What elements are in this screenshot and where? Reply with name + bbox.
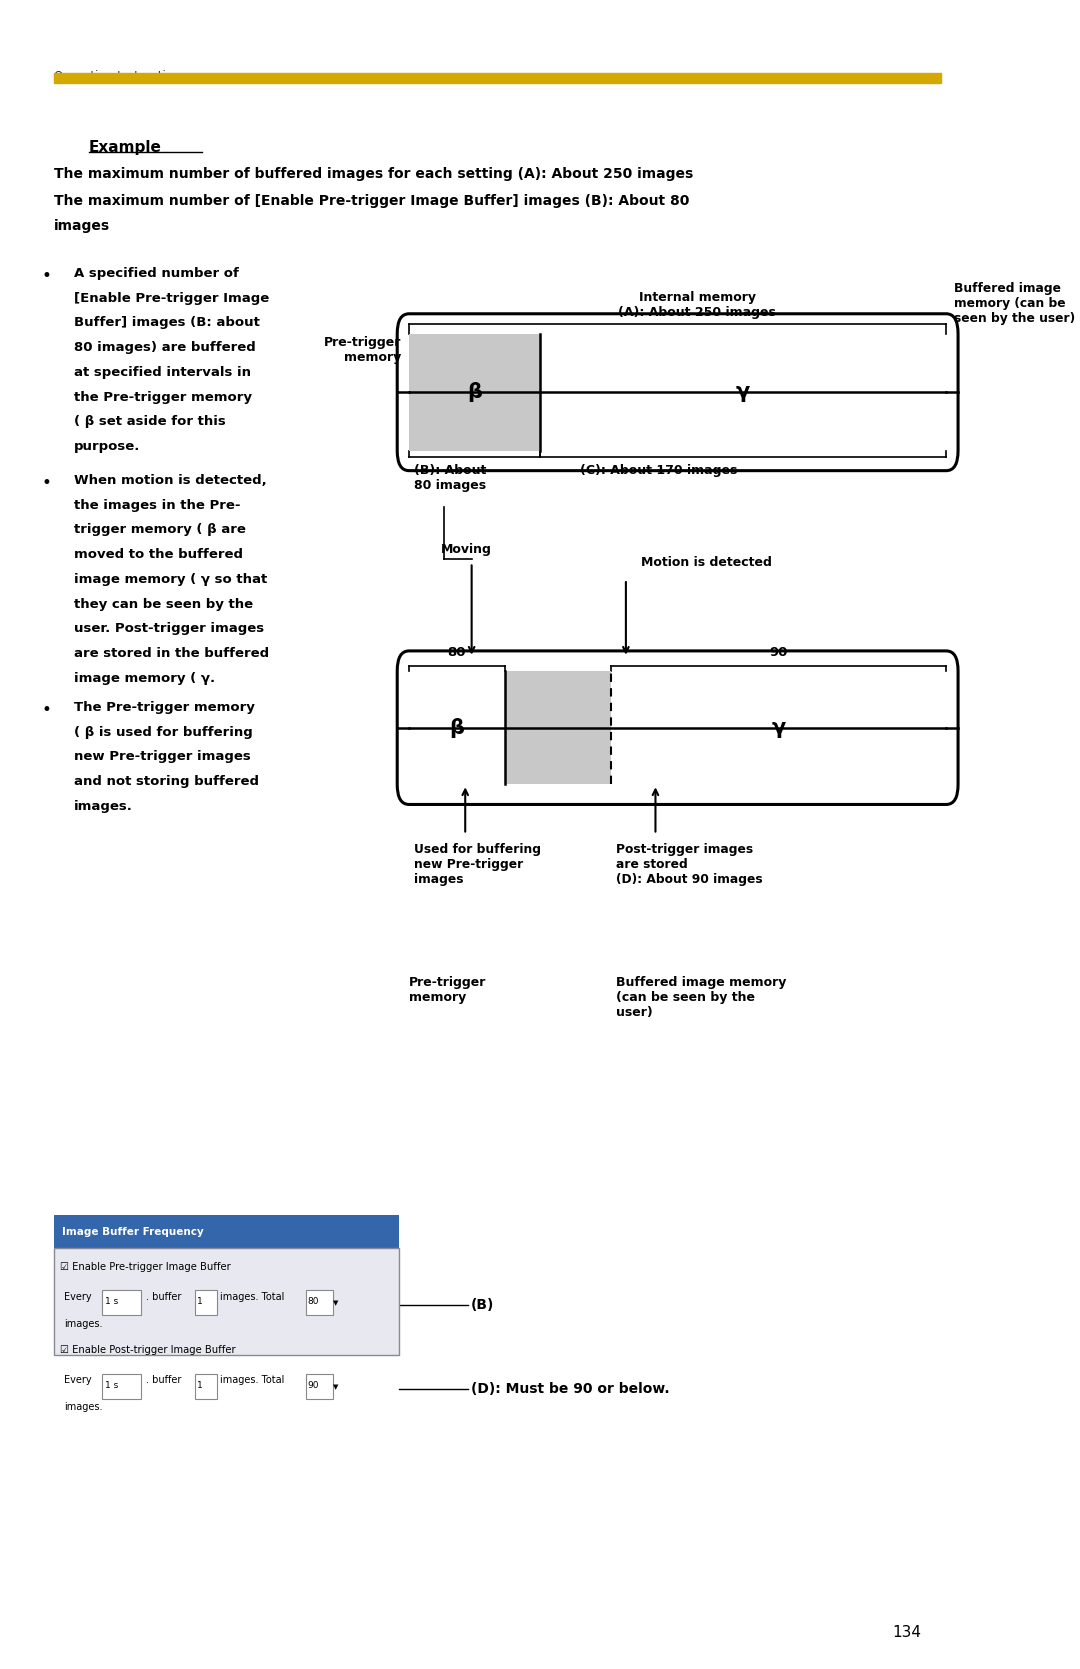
Text: γ: γ [737,382,751,402]
Bar [54,1215,400,1248]
Text: purpose.: purpose. [73,441,140,452]
Text: 90: 90 [308,1380,319,1390]
FancyBboxPatch shape [306,1290,333,1315]
Text: . buffer: . buffer [146,1292,181,1302]
Text: [Enable Pre-trigger Image: [Enable Pre-trigger Image [73,292,269,305]
Bar [54,73,942,83]
Text: 1: 1 [198,1380,203,1390]
Bar [504,671,611,784]
Text: 90: 90 [769,646,787,659]
Text: A specified number of: A specified number of [73,267,239,280]
Text: images.: images. [64,1402,103,1412]
Text: The maximum number of [Enable Pre-trigger Image Buffer] images (B): About 80: The maximum number of [Enable Pre-trigge… [54,194,690,207]
Text: they can be seen by the: they can be seen by the [73,598,253,611]
Text: Buffered image
memory (can be
seen by the user): Buffered image memory (can be seen by th… [954,282,1076,325]
Text: 80: 80 [447,646,467,659]
Text: Every: Every [64,1292,92,1302]
Text: and not storing buffered: and not storing buffered [73,774,259,788]
Text: •: • [41,701,51,719]
Text: Pre-trigger
memory: Pre-trigger memory [409,976,486,1005]
Text: •: • [41,267,51,285]
Text: 1 s: 1 s [106,1297,119,1307]
Text: ☑ Enable Post-trigger Image Buffer: ☑ Enable Post-trigger Image Buffer [60,1345,235,1355]
Text: image memory ( γ so that: image memory ( γ so that [73,572,267,586]
Text: ( β is used for buffering: ( β is used for buffering [73,726,253,739]
FancyBboxPatch shape [306,1374,333,1399]
Text: Moving: Moving [442,542,492,556]
Text: β: β [467,382,482,402]
Text: Image Buffer Frequency: Image Buffer Frequency [62,1227,204,1237]
Text: the Pre-trigger memory: the Pre-trigger memory [73,391,252,404]
FancyBboxPatch shape [195,1374,217,1399]
Text: ▼: ▼ [333,1300,338,1307]
Text: images: images [54,219,110,232]
Text: (B): (B) [471,1298,495,1312]
Text: . buffer: . buffer [146,1375,181,1385]
Text: 80 images) are buffered: 80 images) are buffered [73,340,256,354]
Text: Buffered image memory
(can be seen by the
user): Buffered image memory (can be seen by th… [616,976,786,1020]
Text: the images in the Pre-: the images in the Pre- [73,499,241,512]
Text: (B): About
80 images: (B): About 80 images [414,464,486,492]
Text: user. Post-trigger images: user. Post-trigger images [73,623,264,636]
Text: Internal memory
(A): About 250 images: Internal memory (A): About 250 images [619,290,777,319]
Text: ▼: ▼ [333,1384,338,1390]
Bar [409,334,540,451]
Text: Post-trigger images
are stored
(D): About 90 images: Post-trigger images are stored (D): Abou… [616,843,762,886]
Text: Pre-trigger
memory: Pre-trigger memory [324,337,401,364]
Text: image memory ( γ.: image memory ( γ. [73,671,215,684]
Text: 80: 80 [308,1297,319,1307]
Text: β: β [449,718,464,738]
Text: Buffer] images (B: about: Buffer] images (B: about [73,317,260,329]
Text: at specified intervals in: at specified intervals in [73,366,251,379]
Text: The Pre-trigger memory: The Pre-trigger memory [73,701,255,714]
Text: images. Total: images. Total [220,1375,284,1385]
Bar [54,1248,400,1355]
FancyBboxPatch shape [195,1290,217,1315]
Text: 1: 1 [198,1297,203,1307]
Text: 134: 134 [892,1626,921,1639]
Text: images.: images. [73,799,133,813]
FancyBboxPatch shape [102,1290,141,1315]
FancyBboxPatch shape [102,1374,141,1399]
FancyBboxPatch shape [397,314,958,471]
Text: moved to the buffered: moved to the buffered [73,547,243,561]
Text: Every: Every [64,1375,92,1385]
Text: Used for buffering
new Pre-trigger
images: Used for buffering new Pre-trigger image… [414,843,541,886]
Text: are stored in the buffered: are stored in the buffered [73,648,269,659]
Text: γ: γ [771,718,786,738]
Text: trigger memory ( β are: trigger memory ( β are [73,524,246,536]
Text: •: • [41,474,51,492]
Text: images.: images. [64,1319,103,1329]
Text: (C): About 170 images: (C): About 170 images [580,464,737,477]
Text: When motion is detected,: When motion is detected, [73,474,267,487]
Text: Motion is detected: Motion is detected [640,556,771,569]
Text: (D): Must be 90 or below.: (D): Must be 90 or below. [471,1382,670,1395]
Text: Example: Example [89,140,162,155]
Text: ( β set aside for this: ( β set aside for this [73,416,226,429]
FancyBboxPatch shape [397,651,958,804]
Text: Operating Instructions: Operating Instructions [54,70,187,83]
Text: ☑ Enable Pre-trigger Image Buffer: ☑ Enable Pre-trigger Image Buffer [60,1262,231,1272]
Text: The maximum number of buffered images for each setting (A): About 250 images: The maximum number of buffered images fo… [54,167,693,180]
Text: new Pre-trigger images: new Pre-trigger images [73,751,251,763]
Text: 1 s: 1 s [106,1380,119,1390]
Text: images. Total: images. Total [220,1292,284,1302]
